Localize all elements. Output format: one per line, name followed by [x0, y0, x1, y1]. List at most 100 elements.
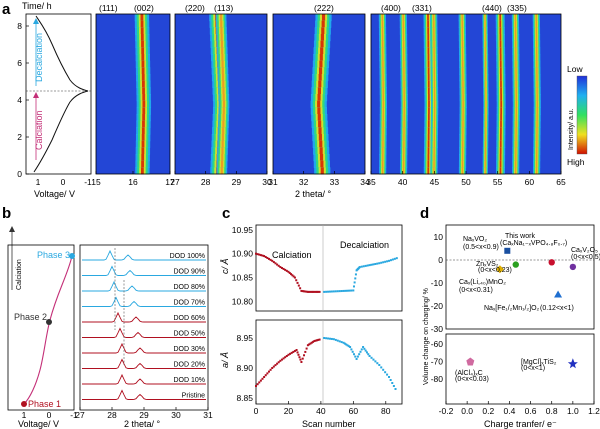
lattice-point [348, 289, 351, 292]
heatmap-band [484, 167, 486, 175]
lattice-point [274, 262, 277, 265]
lattice-point [358, 266, 361, 269]
heatmap-band [499, 134, 502, 142]
heatmap-band [382, 80, 384, 88]
heatmap-band [462, 114, 464, 122]
scan-xlabel: Scan number [302, 419, 356, 429]
lattice-point [263, 376, 266, 378]
volume-y-tick-label: -30 [431, 324, 444, 334]
volume-x-tick-label: 0.0 [461, 406, 473, 416]
volume-annotations: NaₓVO₂(0.5<x<0.9) This work(CaₓNa₁₋ₓVPO₄.… [455, 233, 600, 383]
scan-tick-label: 40 [316, 406, 326, 416]
heatmap-band [433, 160, 435, 168]
heatmap-4-ticks: 35 40 45 50 55 60 65 [366, 171, 566, 187]
heatmap-band [382, 147, 384, 155]
lattice-point [305, 347, 308, 350]
volume-annotation-sub: (0.5<x<0.9) [463, 244, 499, 251]
heatmap-band [403, 60, 405, 68]
heatmap-band [484, 27, 486, 35]
lattice-c-ylabel: c/ Å [220, 258, 230, 274]
lattice-point [386, 373, 389, 376]
heatmap-band [535, 14, 538, 22]
lattice-point [271, 259, 274, 262]
heatmap-band [402, 27, 405, 35]
heatmap-band [433, 154, 435, 162]
volume-annotation-sub: (0<x<0.23) [478, 267, 512, 274]
lattice-point [344, 289, 347, 292]
heatmap-band [320, 47, 324, 55]
xrd-patterns: DOD 100% DOD 90% DOD 80% DOD 70% DOD 60% DOD … [75, 244, 213, 429]
lattice-point [338, 340, 341, 343]
lattice-point [378, 262, 381, 265]
heatmap-band [499, 147, 502, 155]
heatmap-band [500, 127, 502, 135]
heatmap-band [461, 27, 464, 35]
lattice-point [306, 344, 309, 347]
scan-x-ticks: 0 20 40 60 80 [254, 401, 391, 416]
xrd-curve [82, 249, 206, 261]
lattice-point [269, 258, 272, 261]
heatmap-band [403, 114, 405, 122]
volume-y-tick-label: 0 [438, 255, 443, 265]
lattice-point [298, 356, 301, 359]
lattice-point [370, 263, 373, 266]
heatmap-3-ticks: 31 32 33 34 [268, 171, 370, 187]
heatmap-band [484, 47, 486, 55]
heatmap-background [96, 14, 170, 174]
lattice-point [342, 289, 345, 292]
lattice-point [347, 345, 350, 348]
heatmap-band [485, 74, 487, 82]
heatmap-tick-label: 65 [556, 177, 566, 187]
lattice-point [374, 360, 377, 363]
time-tick-label: 8 [17, 21, 22, 31]
lattice-point [346, 289, 349, 292]
heatmap-band [433, 120, 436, 128]
heatmap-band [221, 54, 224, 62]
lattice-point [382, 368, 385, 371]
lattice-point [336, 290, 339, 293]
heatmap-band [142, 94, 146, 102]
heatmap-band [402, 40, 405, 48]
voltage-tick-label-b: 0 [47, 410, 52, 420]
panel-b-label: b [2, 205, 11, 222]
lattice-point [285, 355, 288, 357]
heatmap-band [515, 47, 517, 55]
heatmap-band [142, 107, 146, 115]
colorbar: Low High Intensity/ a.u. [567, 64, 588, 167]
lattice-point [315, 290, 318, 293]
volume-y-tick-label: -80 [431, 374, 444, 384]
volume-annotation: NaₓVO₂ [463, 236, 487, 243]
heatmap-band [382, 120, 384, 128]
lattice-point [388, 259, 391, 262]
heatmap-band [536, 54, 538, 62]
lattice-point [391, 382, 394, 384]
heatmap-band [484, 154, 486, 162]
lattice-a-tick-label: 8.85 [236, 393, 253, 403]
lattice-point [279, 359, 282, 362]
heatmap-band [403, 140, 405, 148]
volume-x-tick-label: 1.0 [567, 406, 579, 416]
dod-label: DOD 90% [173, 269, 205, 276]
xrd-curve [82, 342, 206, 354]
heatmap-band [382, 127, 384, 135]
volume-annotation-sub: (0<x<0.5) [571, 254, 600, 261]
dod-label: DOD 30% [173, 346, 205, 353]
lattice-point [380, 366, 383, 369]
heatmap-band [433, 127, 436, 135]
heatmap-band [499, 67, 502, 75]
heatmap-band [515, 60, 517, 68]
heatmap-band [382, 87, 384, 95]
volume-xlabel: Charge tranfer/ e⁻ [484, 419, 557, 429]
heatmap-1: (111) (002) 15 16 17 [91, 3, 175, 187]
lattice-point [292, 350, 295, 353]
xrd-curve [82, 373, 206, 385]
heatmap-band [402, 20, 405, 28]
volume-annotation-sub: (0<x<1) [521, 365, 545, 372]
heatmap-band [461, 20, 463, 28]
lattice-point [334, 290, 337, 293]
volume-annotation: This work [505, 233, 535, 240]
volume-ticks: -0.2 0.0 0.2 0.4 0.6 0.8 1.0 1.2 10 0 -10 -20 -30 -60… [431, 232, 600, 416]
heatmap-band [462, 107, 464, 115]
volume-y-tick-label: -20 [431, 301, 444, 311]
heatmap-band [433, 27, 435, 35]
